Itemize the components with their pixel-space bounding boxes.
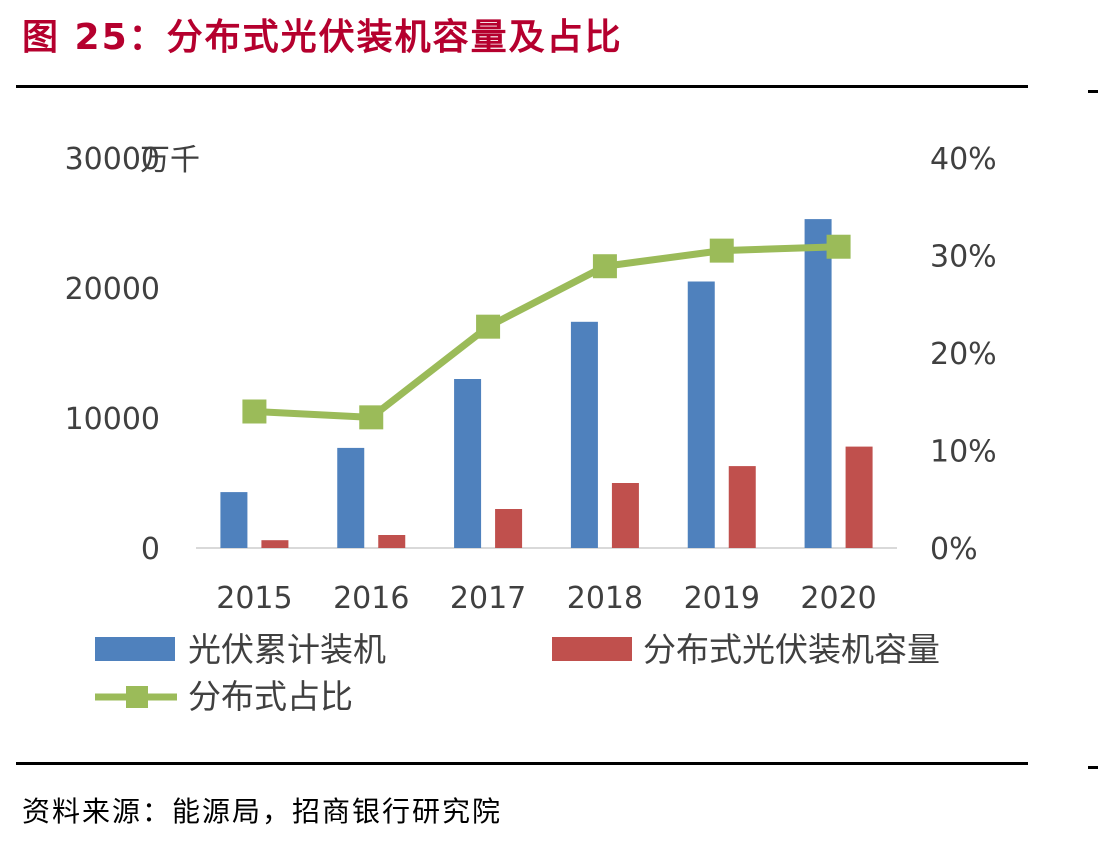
share-marker (592, 254, 617, 279)
left-tick-label: 30000 (65, 142, 160, 177)
x-tick-label: 2018 (567, 581, 643, 616)
bar-total-capacity (337, 447, 365, 548)
right-tick-label: 10% (930, 435, 997, 470)
left-tick-label: 10000 (65, 402, 160, 437)
bar-distributed-capacity (728, 466, 756, 548)
share-marker (709, 238, 734, 263)
share-marker (476, 314, 501, 339)
right-tick-label: 0% (930, 532, 978, 567)
legend-swatch-distributed (552, 637, 632, 661)
legend: 光伏累计装机 分布式光伏装机容量 分布式占比 (95, 630, 940, 716)
x-tick-label: 2020 (800, 581, 876, 616)
share-marker (242, 399, 267, 424)
x-tick-label: 2015 (216, 581, 292, 616)
x-axis-ticks: 2015 2016 2017 2018 2019 2020 (216, 581, 877, 616)
legend-marker-share (126, 686, 148, 708)
legend-label-distributed: 分布式光伏装机容量 (643, 630, 940, 669)
bar-distributed-capacity (378, 535, 406, 548)
bars (220, 219, 873, 548)
right-tick-label: 20% (930, 337, 997, 372)
line-series (242, 234, 851, 430)
right-axis-ticks: 0% 10% 20% 30% 40% (930, 142, 997, 567)
left-axis-ticks: 0 10000 20000 30000 (65, 142, 160, 567)
source-note: 资料来源：能源局，招商银行研究院 (22, 795, 503, 828)
bar-distributed-capacity (845, 446, 873, 548)
bar-distributed-capacity (495, 509, 523, 548)
x-tick-label: 2017 (450, 581, 526, 616)
x-tick-label: 2016 (333, 581, 409, 616)
bar-total-capacity (687, 281, 715, 548)
x-tick-label: 2019 (684, 581, 760, 616)
bar-total-capacity (454, 379, 482, 548)
right-tick-label: 40% (930, 142, 997, 177)
figure-title: 图 25：分布式光伏装机容量及占比 (22, 17, 623, 58)
right-tick-label: 30% (930, 240, 997, 275)
share-line (254, 243, 839, 421)
legend-label-share: 分布式占比 (188, 677, 353, 716)
bar-total-capacity (804, 219, 832, 548)
bottom-rule-tick (1088, 766, 1098, 769)
bar-total-capacity (570, 321, 598, 548)
share-marker (359, 405, 384, 430)
bottom-rule (16, 762, 1028, 765)
legend-swatch-total (95, 637, 175, 661)
top-rule-tick (1088, 90, 1098, 93)
left-tick-label: 20000 (65, 272, 160, 307)
share-marker (826, 234, 851, 259)
legend-label-total: 光伏累计装机 (188, 630, 386, 669)
y-unit-label: 万千 (140, 143, 200, 178)
bar-distributed-capacity (611, 483, 639, 548)
top-rule (16, 85, 1028, 88)
bar-total-capacity (220, 492, 248, 548)
left-tick-label: 0 (141, 532, 160, 567)
bar-distributed-capacity (261, 540, 289, 548)
